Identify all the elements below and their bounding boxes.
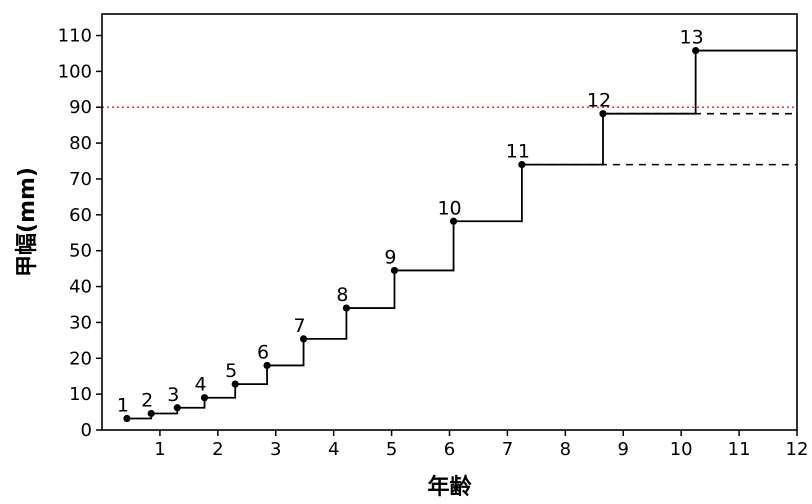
point-label-11: 11 xyxy=(506,141,530,163)
x-tick-label-10: 10 xyxy=(670,439,693,460)
data-point-13 xyxy=(692,46,700,55)
point-label-9: 9 xyxy=(384,246,396,268)
point-label-13: 13 xyxy=(680,27,704,49)
x-tick-label-7: 7 xyxy=(502,439,513,460)
y-tick-label-90: 90 xyxy=(69,97,92,118)
data-point-layer xyxy=(123,46,700,423)
point-label-12: 12 xyxy=(587,90,611,112)
data-point-1 xyxy=(123,414,131,423)
data-point-4 xyxy=(200,394,209,402)
data-point-12 xyxy=(599,110,607,118)
plot-frame xyxy=(101,13,798,431)
data-point-9 xyxy=(390,266,399,275)
x-tick-label-11: 11 xyxy=(728,439,751,460)
point-label-3: 3 xyxy=(167,384,179,406)
data-point-3 xyxy=(173,404,181,412)
data-point-10 xyxy=(449,217,458,225)
point-label-2: 2 xyxy=(141,390,153,412)
y-tick-label-40: 40 xyxy=(69,277,92,298)
y-tick-label-0: 0 xyxy=(81,420,92,441)
y-tick-label-10: 10 xyxy=(69,384,92,405)
point-label-10: 10 xyxy=(437,197,461,219)
x-axis-title: 年齢 xyxy=(427,474,472,500)
x-tick-label-5: 5 xyxy=(386,439,397,460)
point-label-8: 8 xyxy=(336,284,348,306)
y-axis-title: 甲幅(mm) xyxy=(15,167,40,277)
y-tick-label-110: 110 xyxy=(58,26,92,47)
point-label-6: 6 xyxy=(257,341,269,363)
x-tick-label-3: 3 xyxy=(270,439,281,460)
x-tick-label-8: 8 xyxy=(560,439,571,460)
step-line xyxy=(126,49,797,420)
y-tick-label-70: 70 xyxy=(69,169,92,190)
point-label-7: 7 xyxy=(294,315,306,337)
y-tick-label-50: 50 xyxy=(69,241,92,262)
x-tick-label-2: 2 xyxy=(212,439,223,460)
y-tick-label-100: 100 xyxy=(58,61,92,82)
x-tick-label-4: 4 xyxy=(328,439,339,460)
data-point-8 xyxy=(342,304,351,312)
x-tick-label-6: 6 xyxy=(444,439,455,460)
data-point-6 xyxy=(263,361,271,370)
y-tick-label-30: 30 xyxy=(69,312,92,333)
point-label-1: 1 xyxy=(117,395,129,417)
y-tick-label-80: 80 xyxy=(69,133,92,154)
y-tick-label-20: 20 xyxy=(69,348,92,369)
data-point-7 xyxy=(299,335,308,343)
data-point-5 xyxy=(231,380,239,388)
y-tick-label-60: 60 xyxy=(69,205,92,226)
x-tick-label-1: 1 xyxy=(154,439,165,460)
dashed-extension-layer xyxy=(521,112,797,166)
point-label-4: 4 xyxy=(194,374,206,396)
x-tick-label-12: 12 xyxy=(786,439,809,460)
data-point-11 xyxy=(518,161,526,169)
data-point-2 xyxy=(147,409,155,418)
point-label-5: 5 xyxy=(225,360,237,382)
step-line-layer xyxy=(126,49,797,420)
x-tick-label-9: 9 xyxy=(618,439,629,460)
